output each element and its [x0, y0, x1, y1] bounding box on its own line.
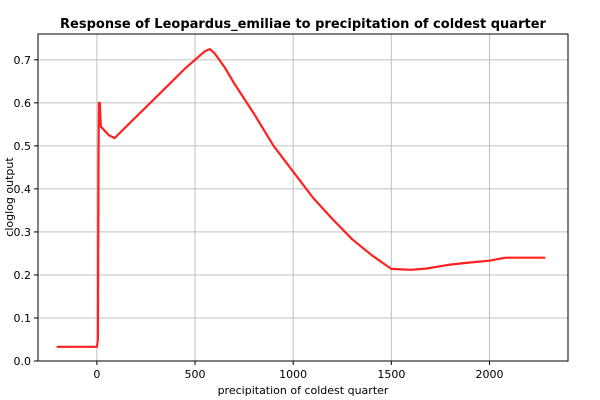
x-tick-label: 500 [185, 368, 206, 381]
chart-title: Response of Leopardus_emiliae to precipi… [60, 17, 546, 32]
series-layer [56, 47, 546, 348]
y-tick-label: 0.4 [14, 183, 32, 196]
y-tick-label: 0.3 [14, 226, 32, 239]
x-tick-label: 0 [93, 368, 100, 381]
grid-layer [38, 34, 568, 362]
tick-layer: 0 500 1000 1500 2000 0.0 0.1 0.2 0.3 0.4 0.5 0.6 0.7 [14, 54, 504, 381]
plot-frame [37, 33, 569, 362]
y-tick-label: 0.6 [14, 97, 32, 110]
y-tick-label: 0.7 [14, 54, 32, 67]
y-tick-label: 0.2 [14, 269, 32, 282]
y-tick-label: 0.5 [14, 140, 32, 153]
x-tick-label: 1500 [377, 368, 405, 381]
y-axis-label: cloglog output [3, 157, 16, 237]
x-tick-label: 2000 [475, 368, 503, 381]
y-tick-label: 0.1 [14, 312, 32, 325]
response-curve-line [56, 47, 546, 348]
x-tick-label: 1000 [279, 368, 307, 381]
y-tick-label: 0.0 [14, 355, 32, 368]
x-axis-label: precipitation of coldest quarter [218, 384, 389, 397]
